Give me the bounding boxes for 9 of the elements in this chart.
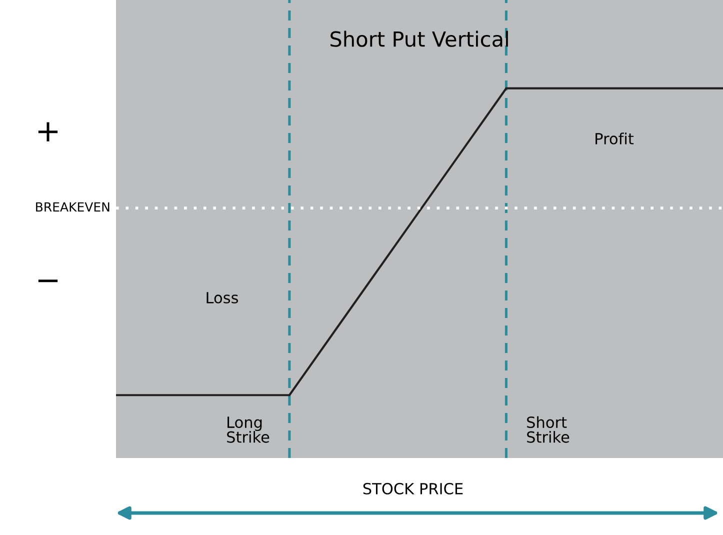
text: + (38, 122, 58, 142)
text: Short Strike (527, 416, 570, 443)
text: − (38, 280, 58, 282)
ref-line-label: BREAKEVEN (36, 202, 110, 212)
annotation: Profit (596, 132, 634, 144)
chart-title: Short Put Vertical (330, 30, 508, 47)
text: Long Strike (227, 416, 270, 443)
text: STOCK PRICE (363, 482, 463, 494)
annotation: Loss (206, 292, 238, 304)
